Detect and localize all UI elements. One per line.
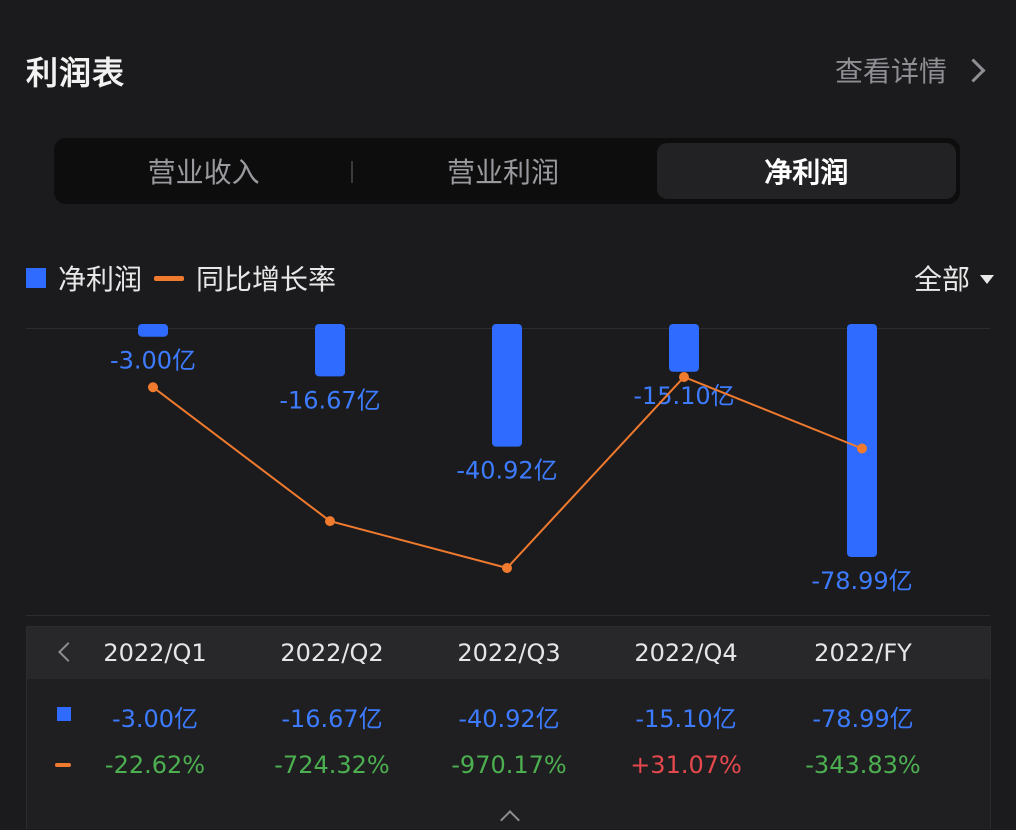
data-table: 2022/Q1 2022/Q2 2022/Q3 2022/Q4 2022/FY … (26, 626, 991, 830)
legend-bar-label: 净利润 (58, 263, 143, 296)
net-profit-fy: -78.99亿 (812, 705, 914, 733)
net-profit-q2: -16.67亿 (281, 705, 383, 733)
net-profit-row-swatch (57, 707, 71, 721)
yoy-q4: +31.07% (630, 751, 742, 779)
tab-divider (351, 161, 354, 183)
bar-label-2: -40.92亿 (456, 457, 557, 485)
yoy-q3: -970.17% (451, 751, 567, 779)
tab-revenue-label: 营业收入 (147, 156, 260, 189)
legend-line-swatch (154, 275, 185, 281)
legend-line-label: 同比增长率 (196, 263, 337, 296)
net-profit-q1: -3.00亿 (111, 705, 199, 733)
header: 利润表 查看详情 (26, 40, 990, 96)
tab-net-profit[interactable]: 净利润 (656, 143, 956, 199)
period-filter-dropdown[interactable]: 全部 (914, 258, 994, 298)
tab-operating-profit-label: 营业利润 (446, 156, 559, 189)
view-details-label: 查看详情 (834, 55, 947, 88)
bar-label-0: -3.00亿 (110, 347, 196, 375)
header-fy: 2022/FY (814, 639, 912, 667)
yoy-point-1 (325, 516, 335, 527)
yoy-point-4 (857, 443, 867, 454)
header-q4: 2022/Q4 (634, 639, 738, 667)
yoy-point-0 (148, 382, 158, 393)
bar-0 (138, 324, 168, 337)
metric-tabs: 营业收入 营业利润 净利润 (54, 138, 960, 204)
page-title: 利润表 (26, 54, 126, 92)
period-filter-label: 全部 (913, 263, 970, 296)
bar-label-4: -78.99亿 (811, 567, 912, 595)
yoy-row-swatch (55, 763, 71, 767)
chart-bottom-line (26, 615, 990, 616)
tab-net-profit-label: 净利润 (764, 156, 849, 189)
net-profit-chart: -3.00亿 -16.67亿 -40.92亿 -15.10亿 -78.99亿 (110, 324, 913, 595)
bar-4 (847, 324, 877, 557)
net-profit-q3: -40.92亿 (458, 705, 560, 733)
yoy-fy: -343.83% (805, 751, 921, 779)
bar-3 (669, 324, 699, 372)
chevron-up-icon[interactable] (500, 810, 520, 830)
net-profit-q4: -15.10亿 (635, 705, 737, 733)
caret-down-icon (980, 274, 994, 284)
bar-1 (315, 324, 345, 377)
yoy-point-3 (679, 372, 689, 382)
tab-revenue[interactable]: 营业收入 (54, 143, 354, 199)
view-details-link[interactable]: 查看详情 (835, 50, 990, 90)
bar-label-1: -16.67亿 (279, 386, 380, 414)
yoy-q2: -724.32% (274, 751, 390, 779)
bar-2 (492, 324, 522, 447)
bar-label-3: -15.10亿 (633, 382, 734, 410)
yoy-point-2 (502, 563, 512, 573)
header-q2: 2022/Q2 (280, 639, 384, 667)
legend-bar-swatch (26, 268, 46, 288)
tab-operating-profit[interactable]: 营业利润 (353, 143, 652, 199)
table-header: 2022/Q1 2022/Q2 2022/Q3 2022/Q4 2022/FY (27, 627, 990, 679)
chart-legend: 净利润 同比增长率 (26, 258, 336, 298)
header-q3: 2022/Q3 (457, 639, 561, 667)
yoy-q1: -22.62% (104, 751, 206, 779)
header-q1: 2022/Q1 (103, 639, 207, 667)
